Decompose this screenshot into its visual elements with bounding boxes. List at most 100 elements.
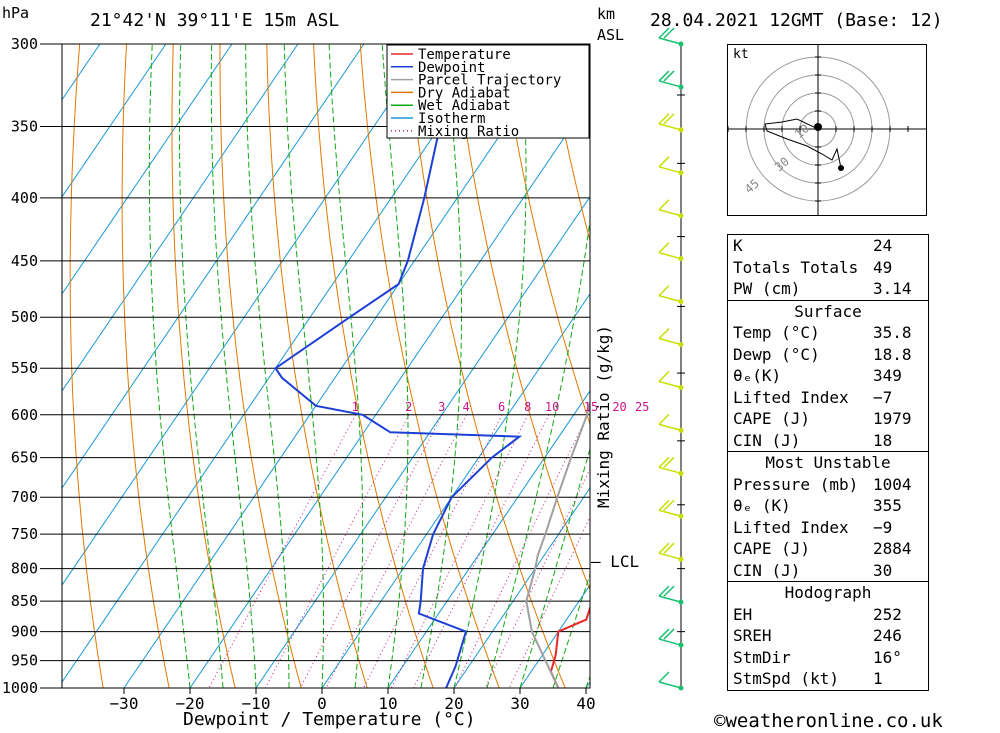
wind-barb-flag: [658, 370, 670, 382]
x-tick-label: −30: [110, 694, 139, 713]
dry-adiabat-line: [546, 44, 590, 243]
wind-barb: [658, 380, 682, 389]
pressure-tick-label: 550: [11, 359, 38, 377]
series-parcel-trajectory: [525, 399, 590, 688]
wet-adiabat-line: [210, 44, 257, 688]
hodo-storm-point: [814, 123, 822, 131]
pressure-tick-label: 300: [11, 35, 38, 53]
wind-barb: [658, 166, 682, 174]
wind-barb-flag: [658, 628, 670, 640]
mixing-ratio-labels: 1 2 3 4 6 8 10 15 20 25: [352, 400, 650, 414]
location-title: 21°42'N 39°11'E 15m ASL: [90, 10, 340, 31]
pressure-tick-label: 400: [11, 189, 38, 207]
y-axis-right-label: Mixing Ratio (g/kg): [594, 324, 613, 508]
mixing-ratio-label: 2: [405, 400, 412, 414]
wind-barb: [658, 37, 682, 45]
mixing-ratio-label: 1: [352, 400, 359, 414]
wind-barb-flag: [658, 456, 670, 468]
site-link[interactable]: weatheronline.co.uk: [725, 710, 943, 732]
wind-barb-flag: [663, 542, 675, 554]
wet-adiabat-line: [328, 44, 364, 688]
pressure-tick-label: 850: [11, 592, 38, 610]
mixing-ratio-label: 25: [635, 400, 649, 414]
wind-barb-flag: [658, 70, 670, 82]
wet-adiabat-line: [283, 44, 324, 688]
legend-label: Temperature: [418, 47, 511, 63]
pressure-tick-label: 800: [11, 560, 38, 578]
dry-adiabat-line: [922, 44, 1000, 688]
wind-barb-flag: [663, 499, 675, 511]
wind-barb: [658, 552, 682, 560]
wind-barb-flag: [658, 242, 670, 254]
x-tick-label: 20: [444, 694, 463, 713]
mixing-ratio-line: [390, 414, 529, 688]
datetime-title: 28.04.2021 12GMT (Base: 12): [650, 10, 943, 31]
mixing-ratio-line: [325, 414, 467, 688]
wind-barb: [658, 638, 682, 646]
isotherm-line: [255, 195, 590, 688]
wind-barb: [658, 80, 682, 88]
legend-label: Mixing Ratio: [418, 124, 519, 140]
isotherm-line: [62, 44, 233, 295]
wind-barb: [658, 466, 682, 475]
wind-barb: [658, 595, 682, 603]
wind-barb-flag: [663, 456, 675, 468]
series-dewpoint: [274, 44, 523, 688]
km-label: km: [597, 5, 616, 23]
x-tick-label: −10: [242, 694, 271, 713]
dry-adiabat-line: [968, 44, 1000, 688]
dry-adiabat-line: [171, 44, 236, 688]
pressure-tick-label: 500: [11, 308, 38, 326]
pressure-tick-label: 900: [11, 623, 38, 641]
indices-table: K 24 Totals Totals 49 PW (cm) 3.14 Surface …: [727, 234, 929, 691]
dry-adiabat-line: [266, 44, 368, 688]
pressure-unit-label: hPa: [2, 4, 30, 22]
wet-adiabat-line: [381, 44, 409, 688]
x-tick-label: 0: [317, 694, 327, 713]
wind-barb-flag: [663, 70, 675, 82]
mixing-ratio-line: [208, 414, 357, 688]
lcl-label: — LCL: [591, 552, 640, 571]
legend-label: Isotherm: [418, 111, 485, 127]
isotherm-line: [321, 292, 590, 688]
most-unstable-title: Most Unstable: [765, 453, 891, 472]
wind-barb-flag: [658, 27, 670, 39]
pressure-tick-label: 700: [11, 488, 38, 506]
sounding-series: [274, 44, 590, 688]
wind-barb-flag: [658, 413, 670, 425]
x-tick-label: 30: [510, 694, 529, 713]
isotherm-line: [123, 44, 563, 688]
hodograph-table-title: Hodograph: [784, 583, 872, 602]
hodo-trace: [764, 118, 842, 169]
x-tick-label: 10: [378, 694, 397, 713]
wind-barb-flag: [658, 113, 670, 125]
mixing-ratio-line: [412, 414, 550, 688]
isotherm-lines: [62, 44, 590, 688]
mixing-ratio-line: [299, 414, 443, 688]
wind-barb: [658, 123, 682, 131]
wind-barb: [658, 509, 682, 517]
wind-barb-flag: [658, 671, 670, 683]
wet-adiabat-line: [486, 217, 590, 688]
wind-barb: [658, 209, 682, 217]
pressure-tick-label: 650: [11, 449, 38, 467]
wind-barb-flag: [663, 585, 675, 597]
wet-adiabat-lines: [148, 44, 590, 688]
pressure-tick-label: 1000: [2, 679, 38, 697]
footer-copyright[interactable]: ©weatheronline.co.uk: [714, 710, 943, 732]
wind-profile: [658, 27, 685, 691]
wind-barb: [658, 423, 682, 432]
pressure-tick-label: 350: [11, 117, 38, 135]
temperature-tick-labels: −30 −20 −10 0 10 20 30 40: [110, 688, 596, 713]
mixing-ratio-label: 6: [498, 400, 505, 414]
wind-barb-flag: [658, 156, 670, 168]
asl-label: ASL: [597, 26, 625, 44]
isotherm-line: [62, 44, 167, 198]
wet-adiabat-line: [420, 44, 462, 688]
isotherm-line: [387, 390, 590, 688]
isotherm-line: [453, 487, 590, 688]
pressure-tick-label: 600: [11, 406, 38, 424]
dry-adiabat-line: [500, 44, 590, 426]
